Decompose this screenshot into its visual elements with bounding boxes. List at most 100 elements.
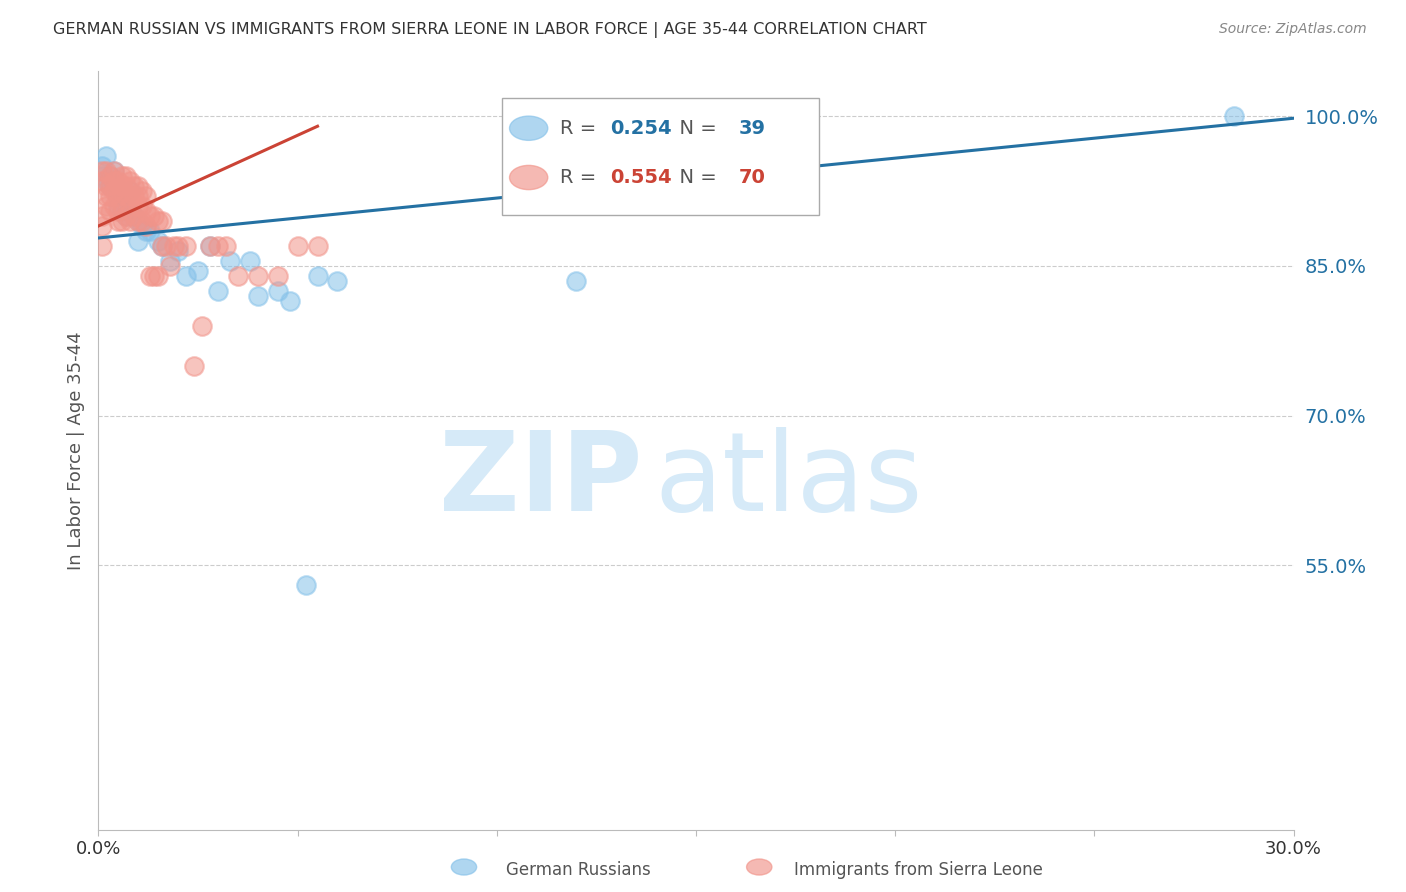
Point [98,179,122,194]
Point [150,214,173,228]
Point [91,169,114,183]
Point [96,179,118,194]
Point [103,184,125,198]
Text: 39: 39 [740,119,766,137]
Point [215,239,238,253]
Point [103,174,125,188]
Text: atlas: atlas [654,427,922,534]
Point [98,179,122,194]
Text: 0.554: 0.554 [610,168,672,187]
Point [139,209,162,223]
Point [115,189,138,203]
Point [96,164,118,178]
Circle shape [509,116,548,140]
Point [278,293,301,308]
Point [111,184,134,198]
Point [96,189,118,203]
Point [124,189,146,203]
Point [107,174,129,188]
Point [127,189,149,203]
Point [91,174,114,188]
Text: 70: 70 [740,168,766,187]
Point [98,204,122,219]
Point [159,253,181,268]
FancyBboxPatch shape [502,98,820,216]
Point [91,159,114,173]
Point [127,199,149,213]
Point [111,214,134,228]
Point [167,244,190,258]
Point [91,219,114,233]
Point [107,214,129,228]
Point [307,268,329,283]
Point [120,214,142,228]
Point [111,169,134,183]
Point [139,224,162,238]
Point [246,268,269,283]
Point [120,174,142,188]
Point [127,234,149,248]
Text: Source: ZipAtlas.com: Source: ZipAtlas.com [1219,22,1367,37]
Point [91,164,114,178]
Point [131,199,153,213]
Point [120,204,142,219]
Point [107,189,129,203]
Point [115,209,138,223]
Point [115,179,138,194]
Point [246,289,269,303]
Point [135,189,157,203]
Point [163,239,186,253]
Point [143,268,166,283]
Point [207,284,229,298]
Point [120,199,142,213]
Point [135,224,157,238]
Text: ZIP: ZIP [439,427,643,534]
Point [111,199,134,213]
Point [150,239,173,253]
Point [124,209,146,223]
Point [135,219,157,233]
Point [326,274,349,288]
Point [198,239,221,253]
Point [226,268,249,283]
Point [191,318,214,333]
Point [135,204,157,219]
Point [98,169,122,183]
Y-axis label: In Labor Force | Age 35-44: In Labor Force | Age 35-44 [66,331,84,570]
Text: N =: N = [668,119,723,137]
Point [127,179,149,194]
Point [91,209,114,223]
Point [96,149,118,163]
Point [187,264,209,278]
Point [120,184,142,198]
Point [239,253,262,268]
Point [1223,109,1246,123]
Point [98,169,122,183]
Point [183,359,205,373]
Text: R =: R = [560,119,602,137]
Point [287,239,309,253]
Point [143,209,166,223]
Point [107,189,129,203]
Point [103,164,125,178]
Point [111,184,134,198]
Point [131,219,153,233]
Point [198,239,221,253]
Point [96,199,118,213]
Point [120,189,142,203]
Point [307,239,329,253]
Circle shape [509,165,548,190]
Point [127,214,149,228]
Point [124,179,146,194]
Point [103,174,125,188]
Point [139,268,162,283]
Point [148,234,170,248]
Point [267,268,290,283]
Point [111,204,134,219]
Point [91,239,114,253]
Point [103,199,125,213]
Point [131,214,153,228]
Point [167,239,190,253]
Point [115,169,138,183]
Point [107,204,129,219]
